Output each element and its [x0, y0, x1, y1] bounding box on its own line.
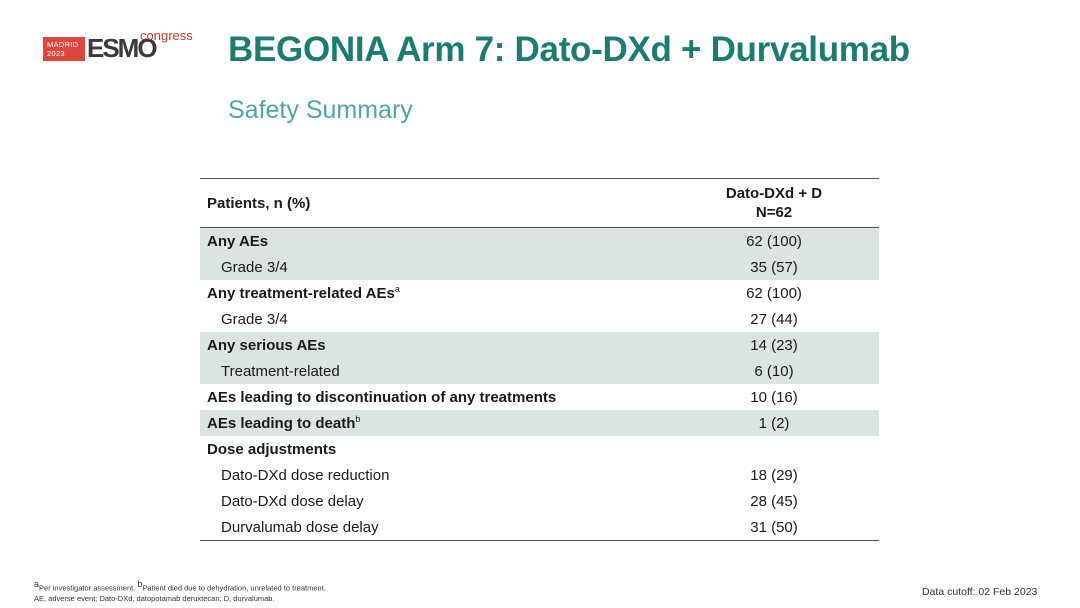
header-patients: Patients, n (%) — [207, 194, 311, 212]
table-row: AEs leading to discontinuation of any tr… — [200, 384, 879, 410]
table-row: Dato-DXd dose delay 28 (45) — [200, 488, 879, 514]
row-value: 14 (23) — [750, 336, 798, 354]
row-value: 62 (100) — [746, 232, 802, 250]
row-value: 1 (2) — [758, 414, 790, 432]
data-cutoff: Data cutoff: 02 Feb 2023 — [922, 586, 1038, 598]
row-label: Any AEs — [207, 232, 269, 250]
header-arm-n: N=62 — [755, 204, 793, 221]
table-row: Any serious AEs 14 (23) — [200, 332, 879, 358]
logo-city: MADRID — [47, 40, 79, 49]
logo-suffix: congress — [140, 28, 193, 43]
row-value: 31 (50) — [750, 518, 798, 536]
table-row: Any AEs 62 (100) — [200, 228, 879, 254]
footnote-marker: b — [355, 414, 361, 424]
logo-year: 2023 — [47, 49, 65, 58]
row-label: Dose adjustments — [207, 440, 337, 458]
row-value: 35 (57) — [750, 258, 798, 276]
slide-subtitle: Safety Summary — [228, 96, 413, 124]
row-label: Dato-DXd dose delay — [221, 492, 364, 510]
row-label: Durvalumab dose delay — [221, 518, 379, 536]
row-label: Dato-DXd dose reduction — [221, 466, 390, 484]
row-value: 28 (45) — [750, 492, 798, 510]
logo-brand: ESMO — [87, 33, 158, 63]
header-arm: Dato-DXd + D N=62 — [669, 184, 879, 222]
footnotes: aPer investigator assessment. bPatient d… — [34, 579, 326, 604]
table-row: Durvalumab dose delay 31 (50) — [200, 514, 879, 540]
row-value: 27 (44) — [750, 310, 798, 328]
row-label: AEs leading to discontinuation of any tr… — [207, 388, 557, 406]
esmo-congress-logo: MADRID 2023 ESMO congress — [43, 28, 193, 63]
table-row: Treatment-related 6 (10) — [200, 358, 879, 384]
row-label: Any serious AEs — [207, 336, 326, 354]
logo-location-badge: MADRID 2023 — [43, 37, 85, 61]
row-label: AEs leading to deathb — [207, 414, 361, 432]
table-row: Grade 3/4 27 (44) — [200, 306, 879, 332]
table-row: AEs leading to deathb 1 (2) — [200, 410, 879, 436]
safety-table: Patients, n (%) Dato-DXd + D N=62 Any AE… — [200, 178, 879, 541]
table-row: Any treatment-related AEsa 62 (100) — [200, 280, 879, 306]
row-value: 10 (16) — [750, 388, 798, 406]
row-label: Grade 3/4 — [221, 310, 288, 328]
footnote-line-2: AE, adverse event; Dato-DXd, datopotamab… — [34, 593, 275, 603]
row-value: 6 (10) — [754, 362, 794, 380]
footnote-marker: a — [394, 284, 400, 294]
slide-title: BEGONIA Arm 7: Dato-DXd + Durvalumab — [228, 30, 910, 69]
table-header: Patients, n (%) Dato-DXd + D N=62 — [200, 179, 879, 228]
table-row: Grade 3/4 35 (57) — [200, 254, 879, 280]
footnote-line-1: aPer investigator assessment. bPatient d… — [34, 579, 326, 593]
header-arm-name: Dato-DXd + D — [725, 185, 823, 202]
table-row: Dato-DXd dose reduction 18 (29) — [200, 462, 879, 488]
row-label: Any treatment-related AEsa — [207, 284, 400, 302]
table-row: Dose adjustments — [200, 436, 879, 462]
row-label: Grade 3/4 — [221, 258, 288, 276]
row-value: 62 (100) — [746, 284, 802, 302]
row-label: Treatment-related — [221, 362, 340, 380]
row-value: 18 (29) — [750, 466, 798, 484]
